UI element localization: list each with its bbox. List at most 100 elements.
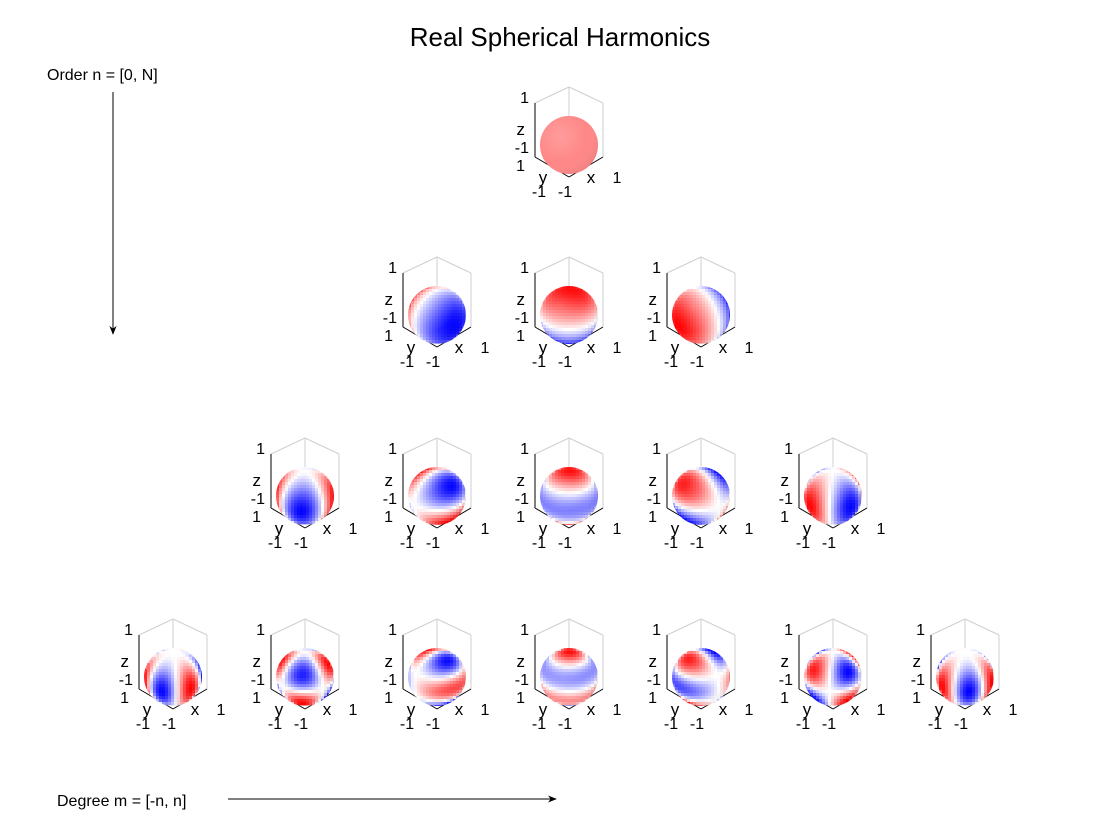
z-tick-top: 1 xyxy=(916,622,925,639)
z-tick-top: 1 xyxy=(652,622,661,639)
y-tick-top: 1 xyxy=(516,509,525,526)
y-tick-bottom: -1 xyxy=(796,716,810,733)
z-tick-top: 1 xyxy=(520,441,529,458)
x-tick-left: -1 xyxy=(690,535,704,552)
x-tick-left: -1 xyxy=(426,354,440,371)
x-tick-right: 1 xyxy=(745,702,754,719)
z-tick-bottom: -1 xyxy=(779,491,793,508)
y-tick-bottom: -1 xyxy=(136,716,150,733)
z-tick-top: 1 xyxy=(784,622,793,639)
x-axis-label: x xyxy=(587,700,596,719)
y-tick-bottom: -1 xyxy=(928,716,942,733)
z-tick-top: 1 xyxy=(652,441,661,458)
x-tick-right: 1 xyxy=(349,521,358,538)
z-tick-bottom: -1 xyxy=(779,672,793,689)
x-tick-left: -1 xyxy=(426,716,440,733)
y-tick-top: 1 xyxy=(120,690,129,707)
x-tick-left: -1 xyxy=(162,716,176,733)
x-tick-left: -1 xyxy=(294,535,308,552)
z-axis-label: z xyxy=(649,652,658,671)
y-tick-top: 1 xyxy=(516,690,525,707)
z-axis-label: z xyxy=(253,471,262,490)
harmonic-panel-n3-m2: 1z-11y-1 -1x 1 xyxy=(779,618,886,733)
z-tick-bottom: -1 xyxy=(515,310,529,327)
z-tick-top: 1 xyxy=(388,260,397,277)
sphere-surface xyxy=(540,648,598,706)
y-axis-label: y xyxy=(275,519,284,538)
z-axis-label: z xyxy=(517,290,526,309)
x-tick-right: 1 xyxy=(349,702,358,719)
y-tick-top: 1 xyxy=(648,509,657,526)
y-tick-top: 1 xyxy=(912,690,921,707)
sphere-surface xyxy=(540,467,598,525)
y-axis-label: y xyxy=(539,700,548,719)
harmonic-panel-n3-m-1: 1z-11y-1 -1x 1 xyxy=(383,618,490,733)
x-tick-left: -1 xyxy=(558,184,572,201)
z-axis-label: z xyxy=(517,471,526,490)
x-tick-right: 1 xyxy=(745,521,754,538)
y-tick-bottom: -1 xyxy=(664,716,678,733)
x-tick-right: 1 xyxy=(613,170,622,187)
y-axis-label: y xyxy=(407,519,416,538)
z-axis-label: z xyxy=(253,652,262,671)
y-tick-bottom: -1 xyxy=(664,354,678,371)
x-tick-right: 1 xyxy=(877,521,886,538)
x-tick-right: 1 xyxy=(1009,702,1018,719)
z-tick-bottom: -1 xyxy=(647,491,661,508)
z-tick-bottom: -1 xyxy=(647,310,661,327)
y-axis-label: y xyxy=(539,168,548,187)
x-axis-label: x xyxy=(719,519,728,538)
z-tick-bottom: -1 xyxy=(515,140,529,157)
z-tick-top: 1 xyxy=(388,441,397,458)
y-tick-bottom: -1 xyxy=(400,354,414,371)
z-tick-bottom: -1 xyxy=(647,672,661,689)
z-axis-label: z xyxy=(781,471,790,490)
z-axis-label: z xyxy=(385,290,394,309)
x-axis-label: x xyxy=(587,519,596,538)
z-axis-label: z xyxy=(781,652,790,671)
y-tick-bottom: -1 xyxy=(796,535,810,552)
harmonic-panel-n1-m1: 1z-11y-1 -1x 1 xyxy=(647,256,754,371)
harmonic-panel-n3-m3: 1z-11y-1 -1x 1 xyxy=(911,618,1018,733)
x-tick-right: 1 xyxy=(613,702,622,719)
y-axis-label: y xyxy=(407,338,416,357)
z-tick-top: 1 xyxy=(520,260,529,277)
y-tick-bottom: -1 xyxy=(400,716,414,733)
y-axis-label: y xyxy=(539,338,548,357)
harmonic-panel-n2-m2: 1z-11y-1 -1x 1 xyxy=(779,437,886,552)
z-tick-top: 1 xyxy=(256,622,265,639)
x-tick-left: -1 xyxy=(558,354,572,371)
z-tick-top: 1 xyxy=(520,90,529,107)
y-tick-bottom: -1 xyxy=(664,535,678,552)
x-tick-left: -1 xyxy=(426,535,440,552)
harmonic-panel-n2-m0: 1z-11y-1 -1x 1 xyxy=(515,437,622,552)
y-tick-top: 1 xyxy=(648,328,657,345)
z-tick-bottom: -1 xyxy=(383,672,397,689)
harmonic-panel-n3-m1: 1z-11y-1 -1x 1 xyxy=(647,618,754,733)
harmonic-panel-n2-m-2: 1z-11y-1 -1x 1 xyxy=(251,437,358,552)
y-axis-label: y xyxy=(671,338,680,357)
y-tick-top: 1 xyxy=(252,509,261,526)
x-tick-right: 1 xyxy=(613,521,622,538)
figure-title: Real Spherical Harmonics xyxy=(410,22,711,52)
harmonics-grid: 1z-11y-1 -1x 11z-11y-1 -1x 11z-11y-1 -1x 11z-1… xyxy=(119,86,1018,733)
y-axis-label: y xyxy=(539,519,548,538)
y-tick-bottom: -1 xyxy=(532,716,546,733)
y-axis-label: y xyxy=(671,700,680,719)
x-axis-label: x xyxy=(323,700,332,719)
x-axis-label: x xyxy=(455,519,464,538)
x-axis-label: x xyxy=(983,700,992,719)
y-tick-top: 1 xyxy=(252,690,261,707)
z-tick-bottom: -1 xyxy=(383,491,397,508)
y-tick-bottom: -1 xyxy=(268,535,282,552)
sphere-surface xyxy=(672,467,730,525)
z-tick-top: 1 xyxy=(652,260,661,277)
z-axis-label: z xyxy=(121,652,130,671)
y-axis-label: y xyxy=(143,700,152,719)
z-axis-label: z xyxy=(649,471,658,490)
y-tick-top: 1 xyxy=(384,509,393,526)
harmonic-panel-n3-m0: 1z-11y-1 -1x 1 xyxy=(515,618,622,733)
x-axis-label: x xyxy=(587,168,596,187)
y-tick-top: 1 xyxy=(516,158,525,175)
x-tick-left: -1 xyxy=(558,535,572,552)
